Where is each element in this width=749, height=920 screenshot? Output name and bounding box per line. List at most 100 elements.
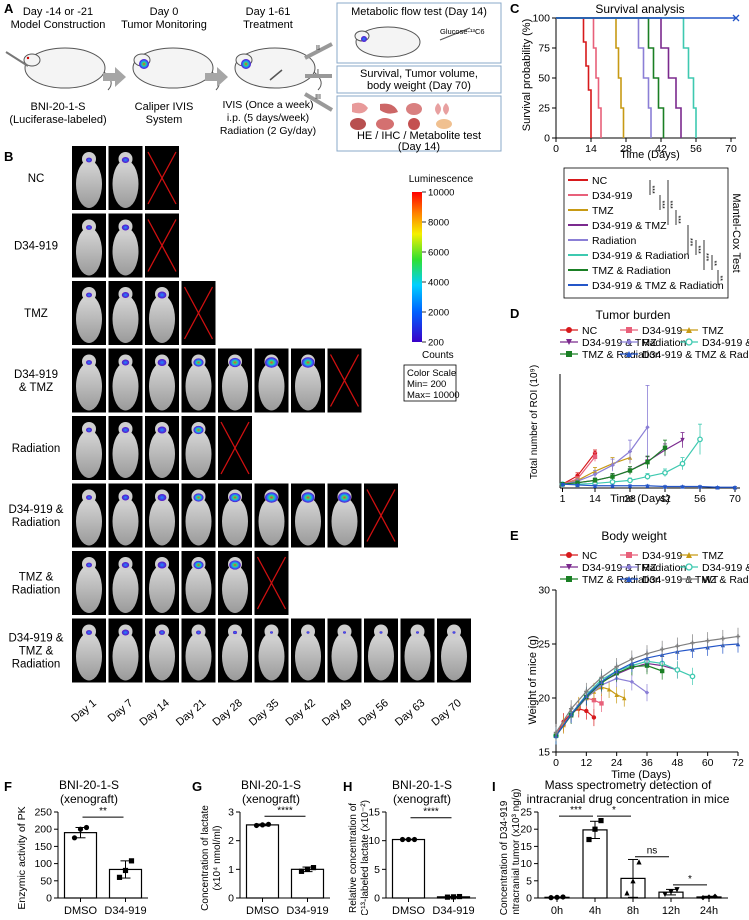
weight-data-point: [599, 675, 604, 680]
survival-box-line2: body weight (Day 70): [367, 80, 471, 92]
bar-y-tick-label: 200: [34, 824, 52, 836]
bar-point: [122, 867, 129, 874]
legend-label: NC: [582, 325, 598, 337]
survival-x-tick-label: 42: [655, 143, 667, 155]
mouse-body: [222, 565, 248, 613]
group-label: & TMZ: [19, 382, 53, 394]
ivis-image: [181, 348, 216, 413]
survival-x-tick-label: 14: [585, 143, 597, 155]
survival-chart-title: Survival analysis: [595, 2, 684, 16]
tumor-data-point: [697, 484, 703, 489]
survival-y-tick-label: 100: [532, 13, 550, 25]
panel-e: E Body weight NC D34-919 TMZ D34-919 & TMZR…: [510, 528, 749, 781]
mouse-body: [185, 565, 212, 613]
legend-marker: [686, 576, 692, 582]
sig-marker: **: [710, 261, 717, 267]
stage1-label: Model Construction: [11, 19, 106, 31]
ivis-image: [364, 618, 398, 683]
glucose-label: Glucose-¹³C6: [440, 27, 485, 36]
tumor-signal: [193, 425, 204, 435]
bar-category-label: D34-919: [286, 905, 328, 915]
tumor-signal: [157, 493, 167, 502]
survival-legend-label: D34-919: [592, 190, 632, 202]
bar-category-label: 24h: [700, 905, 718, 915]
legend-label: D34-919 & TMZ: [582, 562, 657, 574]
survival-curve: [556, 17, 682, 138]
tumor-x-tick-label: 28: [624, 493, 636, 505]
tumor-x-tick-label: 14: [589, 493, 601, 505]
ivis-image: [108, 281, 143, 345]
stage3-bottom3: Radiation (2 Gy/day): [220, 125, 316, 137]
bar-y-tick-label: 250: [34, 807, 52, 819]
organ-illustrations-icon: [350, 102, 452, 130]
bar-y-tick-label: 10: [368, 835, 380, 847]
tumor-signal: [86, 225, 92, 230]
bar: [245, 824, 280, 899]
weight-y-label: Weight of mice (g): [527, 635, 539, 724]
weight-x-tick-label: 0: [553, 757, 559, 769]
ivis-image: [181, 551, 216, 615]
mouse-body: [149, 295, 175, 343]
bar-point: [630, 878, 636, 884]
bar-category-label: DMSO: [64, 905, 97, 915]
sig-marker: **: [716, 276, 723, 282]
day-label: Day 7: [106, 697, 136, 725]
ivis-image: [181, 618, 216, 683]
bar-point: [77, 826, 84, 832]
ivis-image: [291, 348, 325, 413]
tumor-signal: [157, 291, 167, 299]
legend-marker: [685, 563, 693, 571]
mouse-illustration-icon: [234, 47, 322, 91]
bar-point: [265, 821, 272, 827]
group-label: D34-919: [14, 241, 58, 253]
survival-box-line1: Survival, Tumor volume,: [360, 68, 478, 80]
stage1-day: Day -14 or -21: [23, 6, 93, 18]
tumor-signal: [379, 631, 383, 634]
legend-marker: [566, 552, 572, 558]
sig-marker: ****: [277, 805, 293, 816]
legend-label: D34-919 & Radiation: [702, 562, 749, 574]
weight-data-point: [584, 708, 589, 714]
tumor-signal: [159, 630, 165, 635]
counts-label: Counts: [422, 350, 454, 361]
bar-y-tick-label: 2: [228, 835, 234, 847]
ivis-image: [291, 618, 325, 683]
ivis-image: [218, 483, 252, 548]
mouse-body: [295, 497, 321, 546]
survival-y-tick-label: 0: [544, 133, 550, 145]
tumor-x-tick-label: 1: [560, 493, 566, 505]
weight-data-point: [622, 695, 627, 701]
legend-marker: [686, 552, 692, 558]
bar-category-label: D34-919: [104, 905, 146, 915]
bar-y-tick-label: 25: [520, 807, 532, 819]
bar-point: [706, 894, 712, 900]
weight-data-point: [689, 673, 696, 680]
survival-curve: [556, 17, 697, 138]
bar-point: [298, 868, 305, 874]
bar-y-tick-label: 0: [526, 893, 532, 905]
tumor-data-point: [662, 484, 668, 489]
ivis-image: [108, 213, 143, 278]
ms-title-1: Mass spectrometry detection of: [545, 778, 712, 792]
tumor-data-point: [679, 460, 686, 467]
day-label: Day 63: [393, 697, 427, 729]
stage2-day: Day 0: [150, 6, 179, 18]
tumor-chart-title: Tumor burden: [596, 308, 671, 322]
dead-cross-icon: [147, 151, 177, 205]
ivis-image: [145, 618, 179, 683]
stage1-bottom2: (Luciferase-labeled): [9, 114, 106, 126]
bar-category-label: 12h: [662, 905, 680, 915]
ivis-image: [181, 281, 216, 345]
day-label: Day 1: [69, 697, 99, 725]
panel-g: G BNI-20-1-S (xenograft) Concentration o…: [192, 778, 330, 917]
bar-point: [405, 836, 412, 843]
bar-point: [668, 889, 674, 895]
tumor-data-point: [610, 463, 615, 468]
mouse-body: [76, 565, 102, 613]
mouse-body: [368, 632, 394, 681]
tumor-signal: [121, 562, 130, 568]
day-label: Day 70: [430, 697, 464, 729]
c13-title-2: (xenograft): [393, 792, 451, 806]
ivis-image: [108, 618, 143, 683]
